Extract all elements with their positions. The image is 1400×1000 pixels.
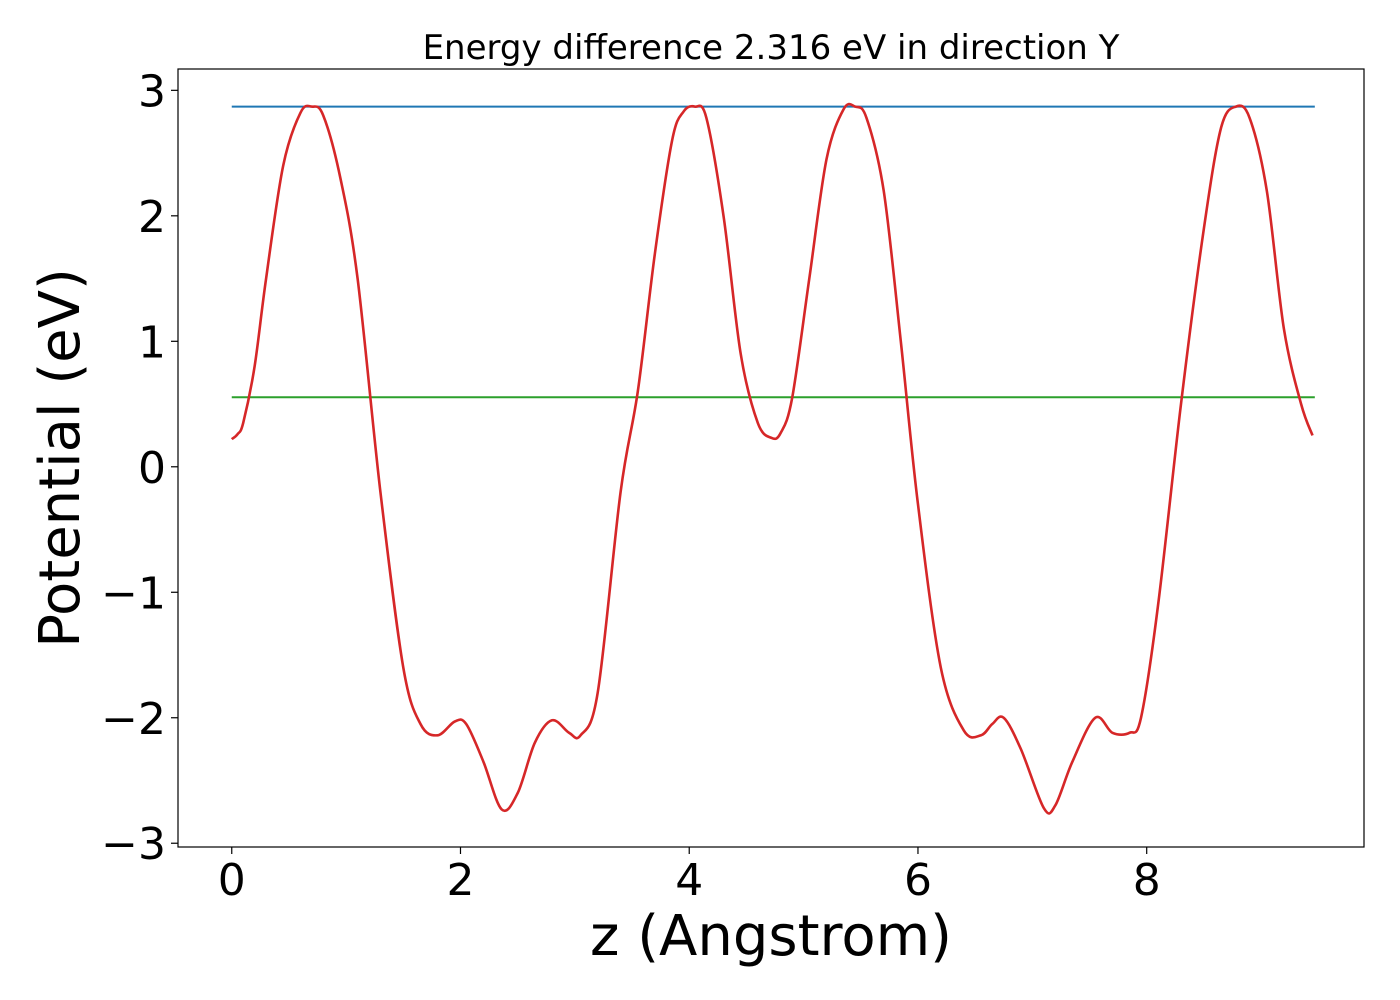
x-tick-label: 2 [446, 855, 474, 906]
potential-series-line-0 [230, 102, 1314, 815]
y-tick-label: 3 [138, 66, 166, 117]
y-tick-label: −2 [101, 694, 166, 745]
y-tick-label: −3 [101, 819, 166, 870]
y-axis-ticks: −3 −2 −1 0 1 2 3 [101, 66, 178, 870]
x-axis-ticks: 0 2 4 6 8 [218, 847, 1161, 906]
x-tick-label: 6 [904, 855, 932, 906]
plot-frame [177, 68, 1365, 848]
x-tick-label: 4 [675, 855, 703, 906]
y-tick-label: 2 [138, 192, 166, 243]
x-axis-label: z (Angstrom) [590, 904, 952, 969]
y-tick-label: 1 [138, 317, 166, 368]
y-tick-label: 0 [138, 443, 166, 494]
y-axis-label: Potential (eV) [28, 268, 93, 648]
chart-title: Energy difference 2.316 eV in direction … [423, 28, 1120, 68]
x-tick-label: 8 [1133, 855, 1161, 906]
y-tick-label: −1 [101, 568, 166, 619]
plot-content [230, 102, 1315, 815]
x-tick-label: 0 [218, 855, 246, 906]
